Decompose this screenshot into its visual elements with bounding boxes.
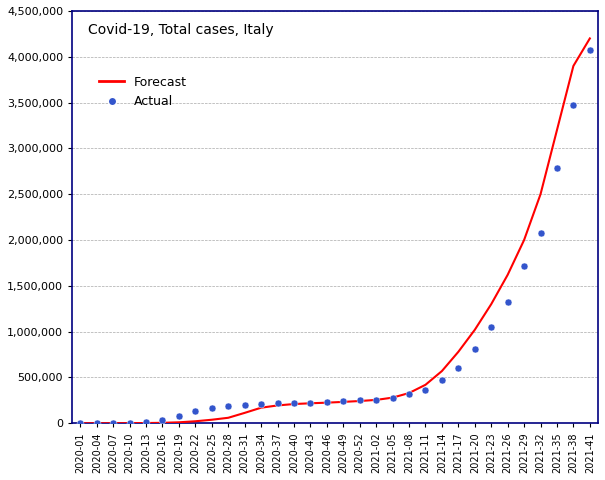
Point [108, 420, 118, 427]
Point [404, 390, 414, 397]
Point [585, 46, 595, 54]
Point [338, 397, 348, 405]
Point [371, 396, 381, 404]
Point [420, 386, 430, 394]
Point [388, 394, 397, 402]
Point [257, 400, 266, 408]
Point [535, 229, 545, 237]
Point [174, 412, 184, 420]
Point [92, 420, 102, 427]
Point [355, 396, 365, 404]
Point [207, 405, 217, 412]
Point [223, 402, 233, 409]
Point [503, 299, 512, 306]
Point [437, 376, 446, 384]
Point [306, 399, 315, 407]
Point [273, 399, 283, 407]
Point [125, 419, 134, 427]
Point [470, 345, 480, 353]
Point [158, 416, 168, 424]
Point [141, 418, 151, 425]
Point [569, 102, 578, 109]
Point [322, 398, 332, 406]
Point [552, 164, 562, 172]
Text: Covid-19, Total cases, Italy: Covid-19, Total cases, Italy [88, 24, 273, 37]
Point [454, 365, 463, 372]
Point [486, 323, 496, 331]
Point [191, 407, 200, 415]
Point [240, 401, 249, 408]
Legend: Forecast, Actual: Forecast, Actual [94, 71, 192, 113]
Point [76, 420, 85, 427]
Point [519, 263, 529, 270]
Point [289, 399, 299, 407]
